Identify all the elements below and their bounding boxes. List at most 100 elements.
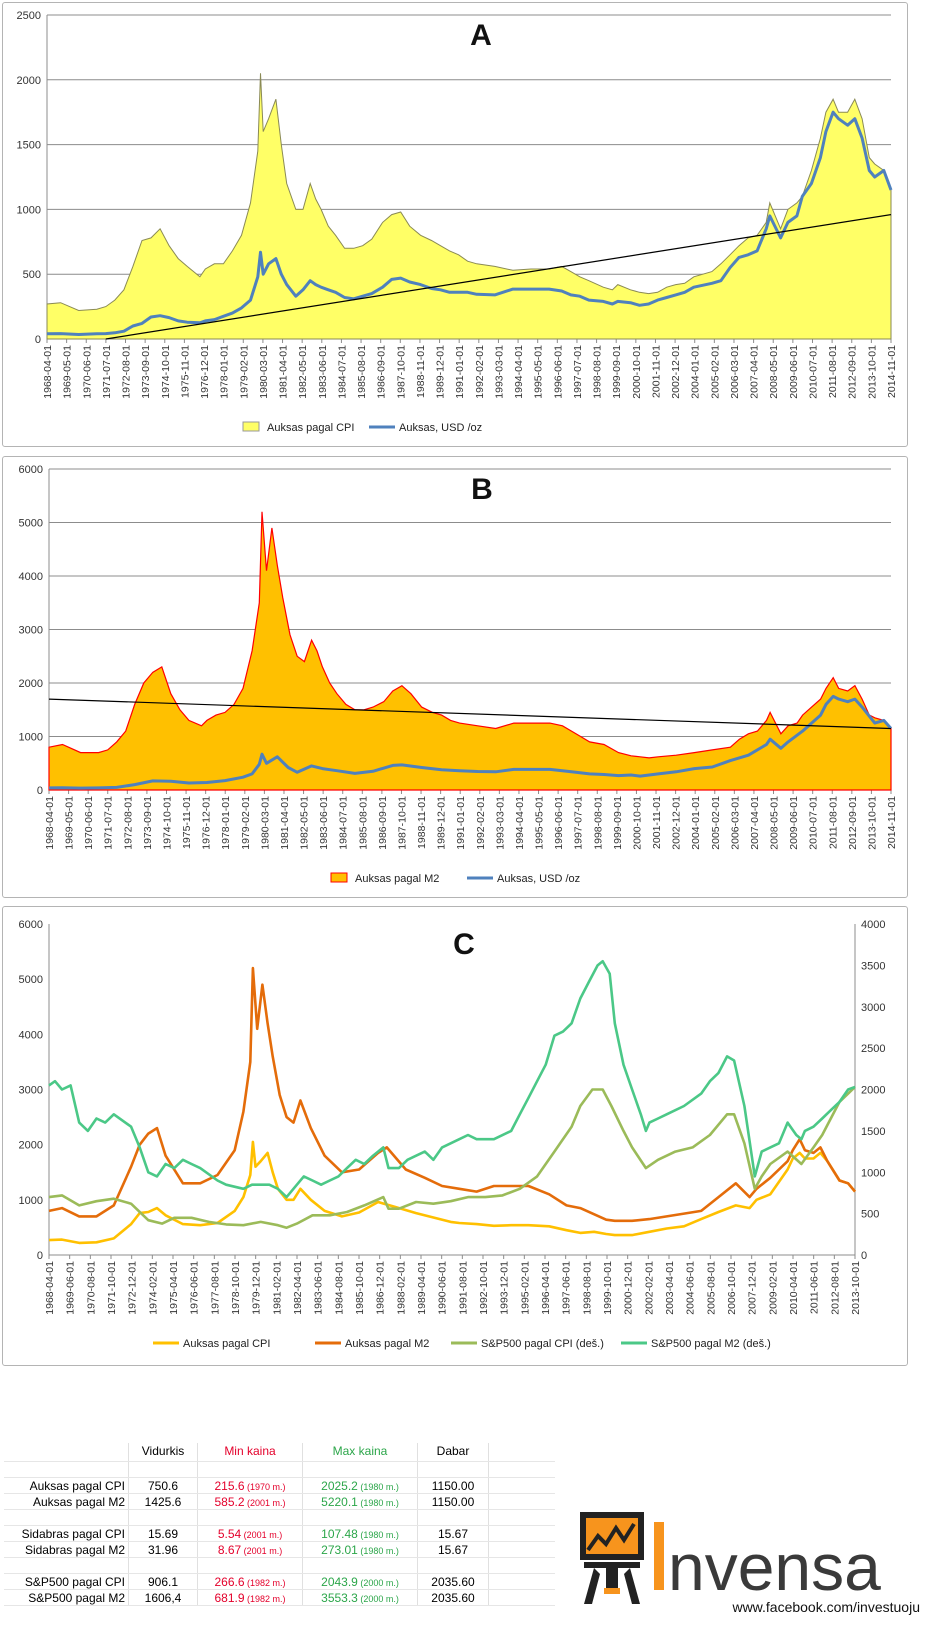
x-tick-label: 1992-02-01: [474, 345, 486, 399]
y-tick-label: 2000: [19, 678, 43, 690]
x-tick-label: 1975-11-01: [181, 796, 193, 849]
y2-tick-label: 1500: [861, 1126, 885, 1138]
x-tick-label: 1999-09-01: [611, 345, 623, 399]
x-tick-label: 1995-05-01: [533, 345, 545, 399]
summary-table: Vidurkis Min kaina Max kaina Dabar Auksa…: [4, 1443, 555, 1606]
x-tick-label: 1982-04-01: [292, 1261, 304, 1315]
x-tick-label: 1991-08-01: [457, 1261, 469, 1315]
row-min: 5.54 (2001 m.): [197, 1525, 303, 1542]
year-note: (1980 m.): [357, 1481, 399, 1492]
row-name: Sidabras pagal M2: [4, 1541, 129, 1558]
invensa-logo: nvensa www.facebook.com/investuoju: [570, 1500, 930, 1620]
x-tick-label: 1972-08-01: [122, 796, 134, 850]
legend-label: S&P500 pagal M2 (deš.): [651, 1338, 771, 1350]
x-tick-label: 1988-11-01: [416, 796, 428, 849]
row-name: Auksas pagal M2: [4, 1493, 129, 1510]
x-tick-label: 2003-04-01: [664, 1261, 676, 1315]
year-note: (1982 m.): [244, 1593, 286, 1604]
x-tick-label: 1998-08-01: [592, 345, 604, 399]
x-tick-label: 1969-05-01: [62, 345, 74, 399]
x-tick-label: 1998-08-01: [592, 796, 604, 850]
row-name: Auksas pagal CPI: [4, 1477, 129, 1494]
x-tick-label: 2010-07-01: [808, 796, 820, 850]
x-tick-label: 1972-12-01: [127, 1261, 139, 1315]
y-tick-label: 6000: [19, 919, 43, 931]
x-tick-label: 1975-04-01: [168, 1261, 180, 1315]
row-max: 273.01 (1980 m.): [302, 1541, 418, 1558]
table-row: Sidabras pagal M2 31.96 8.67 (2001 m.) 273.…: [4, 1541, 555, 1558]
header-max: Max kaina: [302, 1443, 418, 1462]
year-note: (2001 m.): [244, 1497, 286, 1508]
x-tick-label: 2007-04-01: [749, 345, 761, 399]
y-tick-label: 0: [37, 785, 43, 797]
x-tick-label: 2007-04-01: [749, 796, 761, 850]
table-pad: [488, 1541, 555, 1558]
x-tick-label: 1981-02-01: [271, 1261, 283, 1315]
x-tick-label: 1989-04-01: [416, 1261, 428, 1315]
legend-label: Auksas, USD /oz: [497, 873, 580, 885]
x-tick-label: 1977-08-01: [209, 1261, 221, 1315]
x-tick-label: 2014-11-01: [886, 796, 898, 849]
x-tick-label: 2009-06-01: [788, 796, 800, 850]
x-tick-label: 2010-04-01: [788, 1261, 800, 1315]
x-tick-label: 1971-10-01: [106, 1261, 118, 1315]
x-tick-label: 2007-12-01: [747, 1261, 759, 1315]
x-tick-label: 1970-08-01: [85, 1261, 97, 1315]
x-tick-label: 1995-02-01: [519, 1261, 531, 1315]
x-tick-label: 1994-04-01: [514, 796, 526, 850]
y-tick-label: 0: [35, 334, 41, 346]
x-tick-label: 1985-10-01: [354, 1261, 366, 1315]
x-tick-label: 1974-10-01: [161, 796, 173, 850]
legend-swatch: [242, 421, 260, 432]
x-tick-label: 1983-06-01: [317, 345, 329, 399]
x-tick-label: 1975-11-01: [179, 345, 191, 398]
table-pad: [488, 1525, 555, 1542]
row-average: 906.1: [128, 1573, 198, 1590]
y2-tick-label: 0: [861, 1250, 867, 1262]
x-tick-label: 2004-01-01: [690, 345, 702, 399]
row-current: 15.67: [417, 1525, 489, 1542]
row-current: 1150.00: [417, 1477, 489, 1494]
x-tick-label: 1970-06-01: [81, 345, 93, 399]
x-tick-label: 2009-06-01: [788, 345, 800, 399]
x-tick-label: 1979-12-01: [251, 1261, 263, 1315]
header-average: Vidurkis: [128, 1443, 198, 1462]
x-tick-label: 1980-03-01: [259, 796, 271, 850]
y-tick-label: 1000: [19, 732, 43, 744]
chart-a: 0 500 1000 1500 2000 2500 1968-04-01 1969-05-01…: [17, 10, 898, 434]
chart-b: 0 1000 2000 3000 4000 5000 6000 1968-04-01 1969-…: [19, 464, 898, 885]
blank: [4, 1557, 129, 1574]
x-tick-label: 1989-12-01: [436, 796, 448, 850]
year-note: (1980 m.): [357, 1545, 399, 1556]
y2-tick-label: 4000: [861, 919, 885, 931]
x-tick-label: 1978-01-01: [219, 345, 231, 399]
x-tick-label: 1974-10-01: [160, 345, 172, 399]
x-tick-label: 2012-08-01: [829, 1261, 841, 1315]
row-current: 2035.60: [417, 1589, 489, 1606]
x-tick-label: 2002-12-01: [671, 796, 683, 850]
x-tick-label: 1991-01-01: [455, 796, 467, 850]
row-min: 266.6 (1982 m.): [197, 1573, 303, 1590]
y-tick-label: 500: [23, 269, 41, 281]
x-tick-label: 1983-06-01: [313, 1261, 325, 1315]
x-tick-label: 1984-07-01: [338, 796, 350, 850]
x-tick-label: 2000-10-01: [631, 345, 643, 399]
x-tick-label: 2008-05-01: [768, 345, 780, 399]
x-tick-label: 1989-12-01: [435, 345, 447, 399]
x-tick-label: 1997-07-01: [572, 345, 584, 399]
row-name: S&P500 pagal M2: [4, 1589, 129, 1606]
x-tick-label: 1992-02-01: [475, 796, 487, 850]
blank: [488, 1461, 555, 1478]
year-note: (1980 m.): [357, 1529, 399, 1540]
blank: [488, 1509, 555, 1526]
table-header-blank: [4, 1443, 129, 1462]
x-tick-label: 1990-06-01: [437, 1261, 449, 1315]
x-tick-label: 1973-09-01: [142, 796, 154, 850]
x-tick-label: 1982-05-01: [299, 796, 311, 850]
row-min: 681.9 (1982 m.): [197, 1589, 303, 1606]
x-tick-label: 2011-08-01: [827, 796, 839, 849]
x-tick-label: 1994-04-01: [513, 345, 525, 399]
y-tick-label: 3000: [19, 625, 43, 637]
blank: [128, 1509, 198, 1526]
blank: [197, 1509, 303, 1526]
